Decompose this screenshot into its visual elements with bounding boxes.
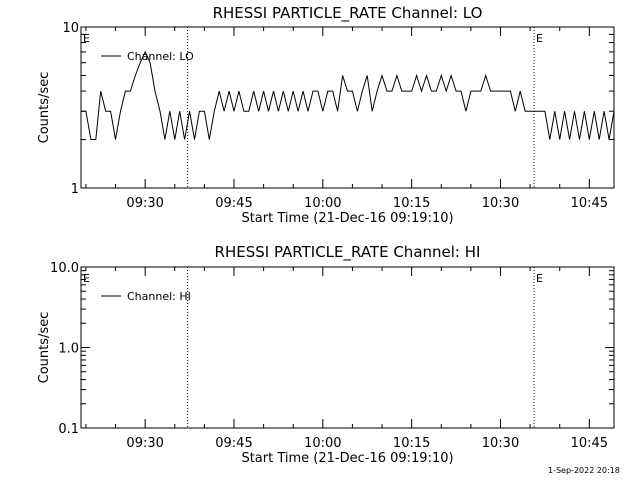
x-tick-label: 10:45 — [571, 436, 608, 451]
event-marker: E — [83, 32, 90, 45]
plot-frame — [80, 26, 615, 189]
x-tick-label: 10:00 — [304, 196, 341, 211]
x-axis-label: Start Time (21-Dec-16 09:19:10) — [241, 211, 453, 226]
x-tick-label: 10:30 — [482, 196, 519, 211]
y-tick-label: 10 — [62, 21, 79, 36]
event-marker: E — [83, 272, 90, 285]
legend-label: Channel: LO — [127, 50, 194, 63]
x-tick-label: 10:45 — [571, 196, 608, 211]
y-axis-label: Counts/sec — [37, 72, 52, 144]
y-tick-label: 1 — [71, 182, 79, 197]
event-marker: E — [536, 32, 543, 45]
chart-panel-2: RHESSI PARTICLE_RATE Channel: HI 0.1 1.0 10… — [37, 243, 615, 466]
x-tick-label: 09:30 — [126, 196, 163, 211]
x-tick-label: 09:30 — [126, 436, 163, 451]
x-tick-label: 09:45 — [215, 196, 252, 211]
series-line-channel-lo — [81, 50, 614, 140]
x-tick-label: 09:45 — [215, 436, 252, 451]
x-tick-label: 10:15 — [393, 196, 430, 211]
footer-date: 1-Sep-2022 20:18 — [548, 466, 620, 475]
legend-label: Channel: HI — [127, 290, 191, 303]
y-axis-label: Counts/sec — [37, 312, 52, 384]
chart-title: RHESSI PARTICLE_RATE Channel: HI — [215, 243, 481, 262]
event-marker: E — [536, 272, 543, 285]
x-tick-label: 10:00 — [304, 436, 341, 451]
y-tick-label: 1.0 — [58, 342, 79, 357]
x-axis-label: Start Time (21-Dec-16 09:19:10) — [241, 451, 453, 466]
x-tick-label: 10:15 — [393, 436, 430, 451]
x-tick-label: 10:30 — [482, 436, 519, 451]
chart-panel-1: RHESSI PARTICLE_RATE Channel: LO 1 10 09:30… — [37, 4, 615, 226]
y-tick-label: 0.1 — [58, 422, 79, 437]
y-tick-label: 10.0 — [50, 261, 79, 276]
chart-title: RHESSI PARTICLE_RATE Channel: LO — [213, 4, 483, 23]
